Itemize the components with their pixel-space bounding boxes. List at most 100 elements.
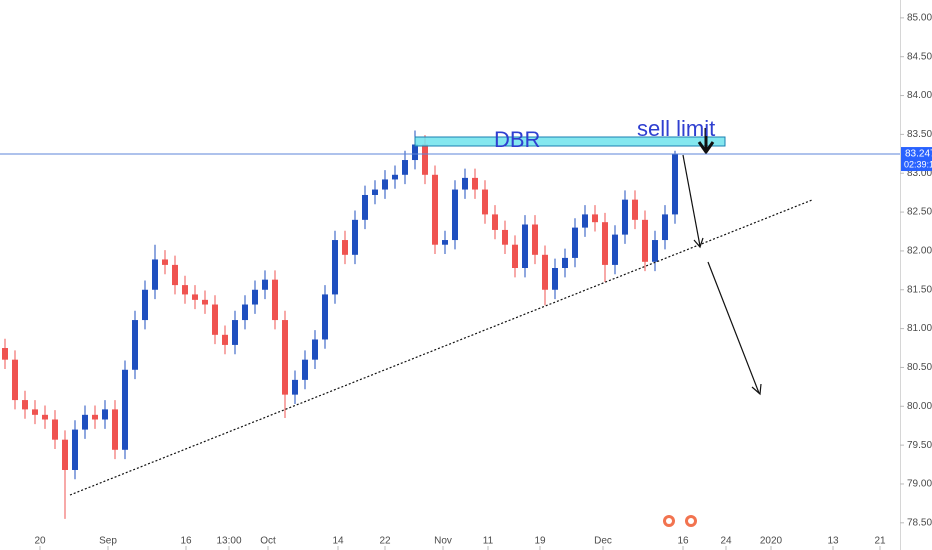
y-tick-label: 83.000 — [907, 168, 932, 179]
candle-body — [392, 174, 398, 180]
y-tick-label: 79.000 — [907, 479, 932, 490]
candle-body — [102, 409, 108, 420]
trend-line — [69, 199, 813, 496]
arrow — [707, 261, 760, 394]
candle-body — [572, 227, 578, 258]
candle-body — [152, 259, 158, 290]
candle-body — [172, 264, 178, 286]
x-tick-label: 2020 — [760, 536, 783, 547]
last-price-box — [901, 147, 932, 172]
logo-icon — [688, 518, 694, 524]
x-tick-label: 21 — [874, 536, 886, 547]
logo-icon — [666, 518, 672, 524]
candle-body — [512, 244, 518, 269]
candle-body — [282, 320, 288, 395]
candle-body — [222, 334, 228, 345]
candle-body — [252, 289, 258, 305]
x-tick-label: 16 — [180, 536, 192, 547]
supply-zone — [414, 136, 726, 147]
candle-body — [502, 229, 508, 245]
y-tick-label: 82.500 — [907, 207, 932, 218]
candle-body — [532, 224, 538, 255]
x-tick-label: 13 — [827, 536, 839, 547]
candle-body — [212, 304, 218, 335]
candle-body — [122, 369, 128, 450]
y-tick-label: 78.500 — [907, 517, 932, 528]
candle-body — [82, 414, 88, 430]
y-tick-label: 80.500 — [907, 362, 932, 373]
y-tick-label: 82.000 — [907, 246, 932, 257]
last-price-label: 83.247 — [905, 149, 932, 160]
candle-body — [62, 439, 68, 470]
candle-body — [442, 240, 448, 245]
x-tick-label: 14 — [332, 536, 344, 547]
candle-body — [612, 234, 618, 265]
candle-body — [52, 419, 58, 440]
x-tick-label: 11 — [483, 536, 494, 547]
candle-body — [12, 359, 18, 401]
candle-body — [302, 359, 308, 380]
candle-body — [342, 240, 348, 255]
candle-body — [522, 224, 528, 269]
candle-body — [202, 299, 208, 305]
candle-body — [632, 199, 638, 220]
candle-body — [642, 219, 648, 262]
annotation: sell limit — [637, 116, 715, 141]
y-tick-label: 84.500 — [907, 51, 932, 62]
x-tick-label: 24 — [720, 536, 732, 547]
candle-body — [622, 199, 628, 235]
y-tick-label: 80.000 — [907, 401, 932, 412]
candle-body — [482, 189, 488, 215]
candle-body — [322, 294, 328, 340]
candle-body — [542, 254, 548, 290]
candle-body — [142, 289, 148, 321]
candle-body — [232, 320, 238, 345]
arrow-head — [751, 383, 762, 396]
arrow-head — [693, 237, 704, 249]
candle-body — [562, 257, 568, 269]
candle-body — [2, 348, 8, 360]
arrow-head — [697, 141, 715, 155]
candle-body — [272, 279, 278, 321]
y-tick-label: 83.500 — [907, 129, 932, 140]
candle-body — [242, 304, 248, 321]
x-tick-label: Nov — [434, 536, 452, 547]
candle-body — [412, 144, 418, 161]
candle-body — [372, 189, 378, 195]
candle-body — [332, 240, 338, 295]
candle-body — [22, 400, 28, 410]
x-tick-label: 22 — [379, 536, 391, 547]
x-tick-label: 19 — [534, 536, 546, 547]
candle-body — [422, 144, 428, 175]
candle-body — [602, 222, 608, 265]
candle-body — [72, 429, 78, 470]
candle-body — [32, 409, 38, 415]
candle-body — [182, 285, 188, 295]
candle-body — [42, 414, 48, 420]
candle-body — [462, 177, 468, 190]
candle-body — [362, 194, 368, 220]
candle-body — [592, 214, 598, 223]
candle-body — [112, 409, 118, 450]
candle-body — [132, 320, 138, 370]
candle-body — [652, 240, 658, 262]
candle-body — [162, 259, 168, 265]
candle-body — [472, 177, 478, 190]
candle-body — [312, 339, 318, 360]
annotation: DBR — [494, 127, 540, 152]
arrow — [682, 154, 701, 247]
candle-body — [552, 268, 558, 290]
y-tick-label: 81.000 — [907, 323, 932, 334]
candle-body — [192, 294, 198, 300]
candle-body — [492, 214, 498, 230]
x-tick-label: 16 — [677, 536, 689, 547]
x-tick-label: 13:00 — [216, 536, 241, 547]
countdown-label: 02:39:18 — [904, 159, 932, 169]
candle-body — [292, 379, 298, 395]
y-tick-label: 84.000 — [907, 90, 932, 101]
x-tick-label: Sep — [99, 536, 117, 547]
candle-body — [402, 160, 408, 175]
candle-body — [452, 189, 458, 241]
